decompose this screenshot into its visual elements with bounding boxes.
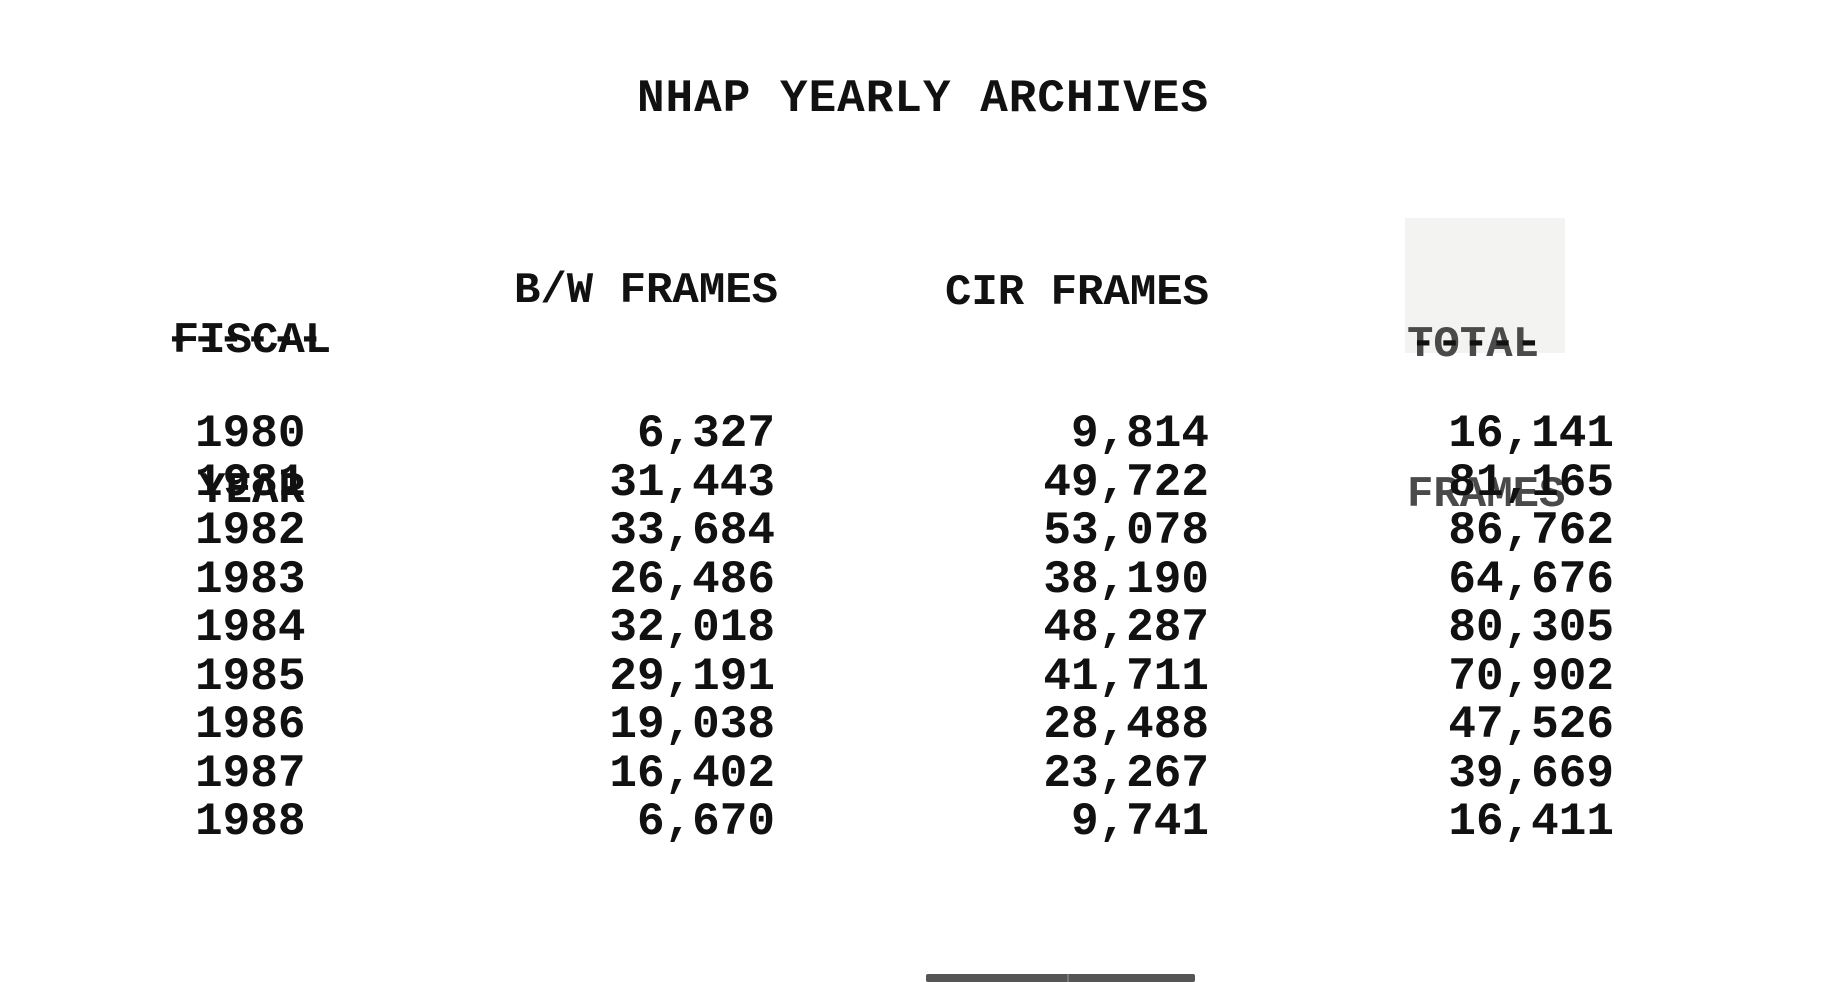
table-row: 1981 31,443 49,722 81,165 bbox=[0, 459, 1846, 508]
cell-total: 47,526 bbox=[1448, 699, 1614, 751]
cell-cir: 9,814 bbox=[1070, 408, 1209, 460]
table-row: 1986 19,038 28,488 47,526 bbox=[0, 701, 1846, 750]
header-fiscal-line2: YEAR bbox=[199, 466, 305, 516]
cell-total: 81,165 bbox=[1448, 456, 1614, 509]
cell-bw: 32,018 bbox=[609, 602, 775, 654]
header-fiscal-rule: ------ bbox=[165, 314, 324, 364]
header-total-line2: FRAMES bbox=[1407, 470, 1566, 520]
cell-year: 1981 bbox=[195, 456, 306, 509]
total-header-shading bbox=[1405, 218, 1565, 353]
cell-total: 16,141 bbox=[1448, 408, 1614, 460]
cell-cir: 23,267 bbox=[1043, 747, 1209, 800]
table-row: 1980 6,327 9,814 16,141 bbox=[0, 410, 1846, 459]
cell-year: 1988 bbox=[195, 796, 306, 848]
cell-bw: 19,038 bbox=[609, 699, 775, 751]
table-row: 1982 33,684 53,078 86,762 bbox=[0, 507, 1846, 556]
header-bw-frames: B/W FRAMES bbox=[514, 266, 779, 316]
table-row: 1984 32,018 48,287 80,305 bbox=[0, 604, 1846, 653]
page-title: NHAP YEARLY ARCHIVES bbox=[636, 73, 1210, 125]
cell-bw: 29,191 bbox=[609, 650, 775, 703]
cell-year: 1985 bbox=[195, 650, 306, 703]
cell-bw: 16,402 bbox=[609, 747, 775, 800]
horizontal-scrollbar[interactable] bbox=[926, 974, 1195, 982]
cell-year: 1983 bbox=[195, 553, 306, 606]
cell-cir: 41,711 bbox=[1043, 650, 1209, 703]
cell-year: 1982 bbox=[195, 505, 306, 557]
table-row: 1987 16,402 23,267 39,669 bbox=[0, 750, 1846, 799]
cell-bw: 33,684 bbox=[609, 505, 775, 557]
cell-total: 80,305 bbox=[1448, 602, 1614, 654]
header-fiscal-year: FISCAL YEAR bbox=[163, 216, 341, 616]
cell-total: 16,411 bbox=[1448, 796, 1614, 848]
cell-year: 1980 bbox=[195, 408, 306, 460]
cell-total: 86,762 bbox=[1448, 505, 1614, 557]
cell-year: 1986 bbox=[195, 699, 306, 751]
header-total-frames: TOTAL FRAMES bbox=[1407, 220, 1565, 620]
cell-bw: 31,443 bbox=[609, 456, 775, 509]
scrollbar-divider bbox=[1067, 974, 1069, 982]
cell-year: 1987 bbox=[195, 747, 306, 800]
header-cir-frames: CIR FRAMES bbox=[945, 268, 1210, 318]
cell-total: 70,902 bbox=[1448, 650, 1614, 703]
cell-cir: 48,287 bbox=[1043, 602, 1209, 654]
cell-cir: 49,722 bbox=[1043, 456, 1209, 509]
cell-bw: 6,327 bbox=[636, 408, 775, 460]
header-fiscal-line1: FISCAL bbox=[172, 316, 332, 366]
cell-cir: 9,741 bbox=[1070, 796, 1209, 848]
header-total-rule: ----- bbox=[1410, 318, 1543, 368]
header-total-line1: TOTAL bbox=[1407, 320, 1540, 370]
cell-cir: 38,190 bbox=[1043, 553, 1209, 606]
table-row: 1988 6,670 9,741 16,411 bbox=[0, 798, 1846, 847]
cell-bw: 6,670 bbox=[636, 796, 775, 848]
table-row: 1983 26,486 38,190 64,676 bbox=[0, 556, 1846, 605]
table-row: 1985 29,191 41,711 70,902 bbox=[0, 653, 1846, 702]
cell-cir: 28,488 bbox=[1043, 699, 1209, 751]
cell-total: 64,676 bbox=[1448, 553, 1614, 606]
cell-year: 1984 bbox=[195, 602, 306, 654]
data-table: 1980 6,327 9,814 16,141 1981 31,443 49,7… bbox=[0, 410, 1846, 847]
cell-cir: 53,078 bbox=[1043, 505, 1209, 557]
cell-bw: 26,486 bbox=[609, 553, 775, 606]
cell-total: 39,669 bbox=[1448, 747, 1614, 800]
